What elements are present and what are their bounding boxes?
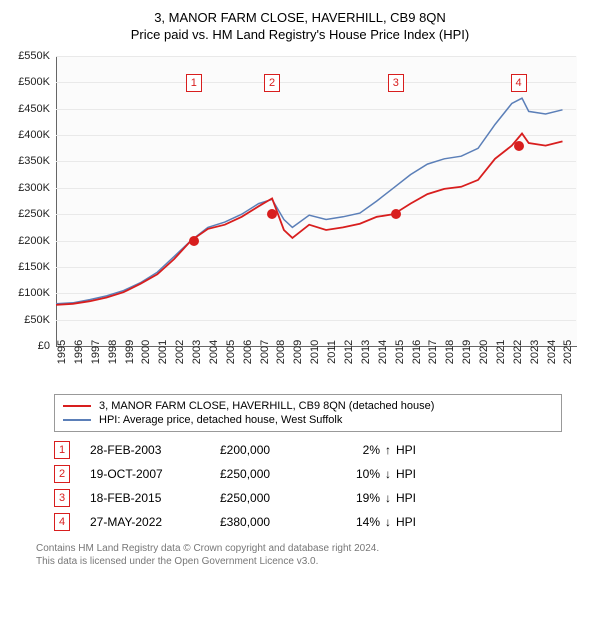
sales-row: 1 28-FEB-2003£200,0002%↑HPI [54,438,592,462]
legend-item: HPI: Average price, detached house, West… [63,413,553,427]
x-axis-label: 2014 [377,340,389,364]
x-axis-label: 2001 [157,340,169,364]
x-axis-label: 2004 [208,340,220,364]
x-axis-label: 2010 [309,340,321,364]
sale-price: £250,000 [220,491,330,505]
sale-price: £200,000 [220,443,330,457]
legend-swatch [63,419,91,421]
sale-hpi-pct: 2% [330,443,380,457]
sale-date: 18-FEB-2015 [90,491,220,505]
x-axis-label: 2013 [360,340,372,364]
x-axis-label: 1995 [56,340,68,364]
x-axis-label: 2022 [512,340,524,364]
sale-price: £380,000 [220,515,330,529]
chart-annotation: 2 [264,74,280,92]
x-axis-label: 2002 [174,340,186,364]
page-subtitle: Price paid vs. HM Land Registry's House … [8,27,592,42]
hpi-label: HPI [396,467,436,481]
sale-hpi-pct: 19% [330,491,380,505]
x-axis-label: 2009 [292,340,304,364]
x-axis-label: 2003 [191,340,203,364]
x-axis-label: 2008 [275,340,287,364]
legend-label: HPI: Average price, detached house, West… [99,414,342,426]
chart-annotation: 1 [186,74,202,92]
x-axis-label: 2021 [495,340,507,364]
hpi-label: HPI [396,491,436,505]
sales-row: 4 27-MAY-2022£380,00014%↓HPI [54,510,592,534]
price-chart: £0£50K£100K£150K£200K£250K£300K£350K£400… [8,48,592,388]
x-axis-label: 2011 [326,340,338,364]
sale-index-badge: 1 [54,441,70,459]
chart-annotation: 3 [388,74,404,92]
sale-marker [189,236,199,246]
x-axis-label: 1998 [107,340,119,364]
arrow-up-icon: ↑ [380,443,396,457]
x-axis-label: 2007 [259,340,271,364]
x-axis-label: 2025 [562,340,574,364]
arrow-down-icon: ↓ [380,467,396,481]
hpi-label: HPI [396,443,436,457]
x-axis-label: 1999 [124,340,136,364]
sale-index-badge: 4 [54,513,70,531]
sales-row: 3 18-FEB-2015£250,00019%↓HPI [54,486,592,510]
arrow-down-icon: ↓ [380,515,396,529]
x-axis-label: 1996 [73,340,85,364]
page-title: 3, MANOR FARM CLOSE, HAVERHILL, CB9 8QN [8,10,592,25]
sale-marker [267,209,277,219]
x-axis-label: 2020 [478,340,490,364]
footer-line: Contains HM Land Registry data © Crown c… [36,542,592,555]
sale-index-badge: 3 [54,489,70,507]
sale-date: 28-FEB-2003 [90,443,220,457]
x-axis-label: 2006 [242,340,254,364]
sale-hpi-pct: 14% [330,515,380,529]
sale-date: 27-MAY-2022 [90,515,220,529]
x-axis-label: 2019 [461,340,473,364]
x-axis-label: 2000 [140,340,152,364]
sales-row: 2 19-OCT-2007£250,00010%↓HPI [54,462,592,486]
sales-table: 128-FEB-2003£200,0002%↑HPI219-OCT-2007£2… [54,438,592,534]
x-axis-label: 2016 [411,340,423,364]
sale-marker [514,141,524,151]
sale-date: 19-OCT-2007 [90,467,220,481]
x-axis-label: 2024 [546,340,558,364]
x-axis-label: 2018 [444,340,456,364]
sale-marker [391,209,401,219]
arrow-down-icon: ↓ [380,491,396,505]
x-axis-label: 1997 [90,340,102,364]
legend-swatch [63,405,91,407]
attribution-footer: Contains HM Land Registry data © Crown c… [36,542,592,568]
legend-label: 3, MANOR FARM CLOSE, HAVERHILL, CB9 8QN … [99,400,434,412]
chart-series-line [56,134,563,305]
x-axis-label: 2023 [529,340,541,364]
sale-index-badge: 2 [54,465,70,483]
hpi-label: HPI [396,515,436,529]
sale-hpi-pct: 10% [330,467,380,481]
chart-legend: 3, MANOR FARM CLOSE, HAVERHILL, CB9 8QN … [54,394,562,432]
x-axis-label: 2015 [394,340,406,364]
chart-annotation: 4 [511,74,527,92]
footer-line: This data is licensed under the Open Gov… [36,555,592,568]
sale-price: £250,000 [220,467,330,481]
legend-item: 3, MANOR FARM CLOSE, HAVERHILL, CB9 8QN … [63,399,553,413]
x-axis-label: 2005 [225,340,237,364]
x-axis-label: 2012 [343,340,355,364]
x-axis-label: 2017 [427,340,439,364]
chart-series-line [56,98,563,304]
